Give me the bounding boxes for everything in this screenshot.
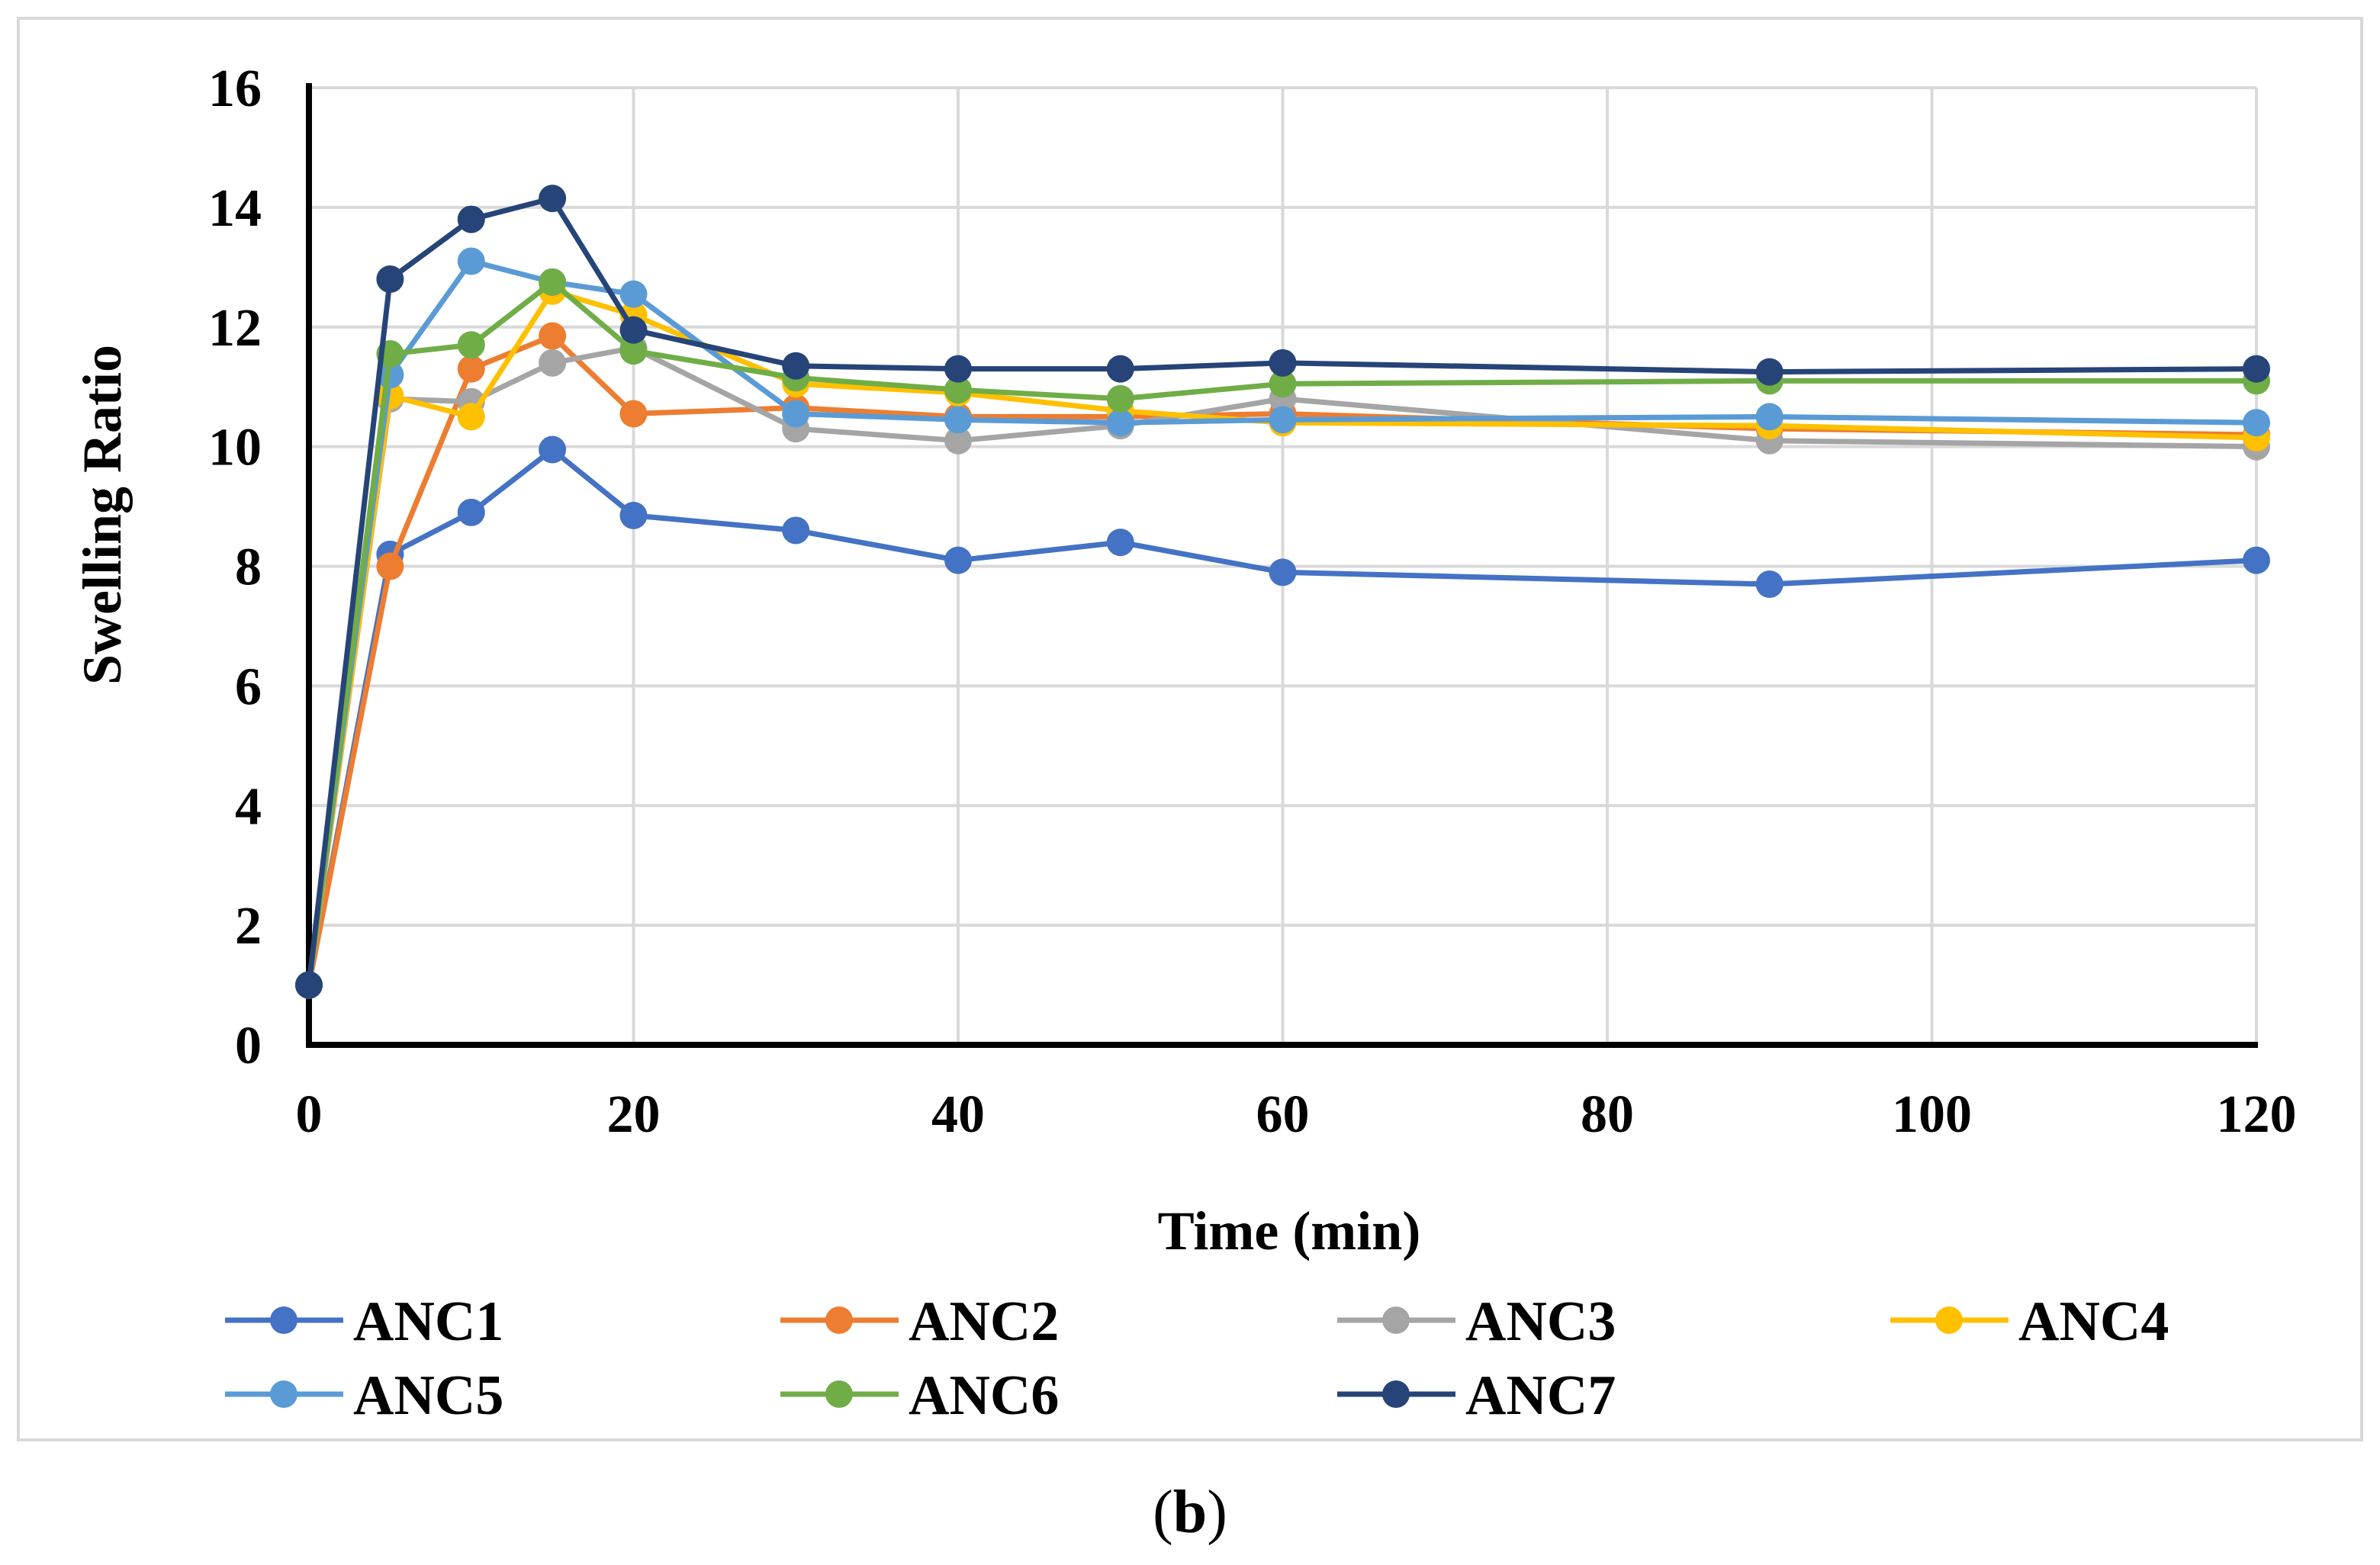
y-tick-label-16: 16	[208, 59, 262, 118]
legend-swatch-marker	[825, 1380, 853, 1408]
data-point-anc1-10	[457, 498, 485, 526]
x-axis-title: Time (min)	[1158, 1200, 1421, 1261]
x-tick-label-120: 120	[2217, 1085, 2297, 1144]
data-point-anc5-60	[1269, 406, 1297, 434]
data-point-anc7-15	[539, 185, 567, 213]
data-point-anc7-60	[1269, 349, 1297, 377]
data-point-anc4-10	[457, 403, 485, 431]
legend-item-anc3: ANC3	[1337, 1290, 1616, 1353]
data-point-anc7-10	[457, 205, 485, 233]
y-axis-title: Swelling Ratio	[72, 345, 133, 685]
legend-label: ANC4	[2018, 1290, 2169, 1353]
data-point-anc5-30	[782, 400, 810, 428]
data-point-anc6-10	[457, 331, 485, 359]
legend-label: ANC5	[353, 1364, 503, 1427]
data-point-anc7-50	[1106, 355, 1134, 383]
legend-swatch-marker	[270, 1380, 298, 1408]
legend-item-anc5: ANC5	[225, 1364, 503, 1427]
data-point-anc6-40	[944, 376, 972, 404]
caption-letter: b	[1172, 1479, 1208, 1546]
x-tick-label-20: 20	[607, 1085, 661, 1144]
data-point-anc1-60	[1269, 558, 1297, 586]
data-point-anc7-30	[782, 352, 810, 380]
y-tick-label-12: 12	[208, 299, 262, 358]
data-point-anc5-20	[619, 280, 648, 308]
data-point-anc7-5	[376, 265, 404, 293]
legend-label: ANC2	[909, 1290, 1059, 1353]
data-point-anc1-20	[619, 501, 648, 529]
legend-item-anc6: ANC6	[780, 1364, 1059, 1427]
x-tick-label-0: 0	[296, 1085, 323, 1144]
data-point-anc3-40	[944, 426, 972, 455]
data-point-anc7-0	[295, 971, 323, 999]
axes	[306, 83, 2258, 1048]
legend-swatch-marker	[1382, 1380, 1410, 1408]
legend-item-anc7: ANC7	[1337, 1364, 1616, 1427]
legend: ANC1 ANC2 ANC3 ANC4 ANC5 ANC6 ANC7	[225, 1290, 2169, 1427]
data-point-anc5-50	[1106, 409, 1134, 437]
caption-open: (	[1153, 1479, 1173, 1546]
legend-swatch-marker	[1935, 1306, 1963, 1334]
y-tick-label-6: 6	[235, 657, 262, 716]
data-point-anc1-90	[1755, 570, 1783, 599]
data-point-anc2-5	[376, 552, 404, 580]
y-tick-label-8: 8	[235, 538, 262, 597]
data-point-anc2-15	[539, 322, 567, 350]
legend-label: ANC6	[909, 1364, 1059, 1427]
data-point-anc5-5	[376, 361, 404, 389]
legend-swatch-marker	[1382, 1306, 1410, 1334]
legend-swatch-marker	[825, 1306, 853, 1334]
data-point-anc6-20	[619, 337, 648, 365]
x-tick-label-60: 60	[1256, 1085, 1310, 1144]
legend-label: ANC1	[353, 1290, 503, 1353]
data-point-anc7-90	[1755, 358, 1783, 386]
y-tick-label-4: 4	[235, 777, 262, 836]
data-point-anc7-40	[944, 355, 972, 383]
legend-label: ANC3	[1465, 1290, 1616, 1353]
data-point-anc7-20	[619, 316, 648, 344]
legend-item-anc4: ANC4	[1890, 1290, 2169, 1353]
data-point-anc7-120	[2243, 355, 2270, 383]
caption-close: )	[1207, 1479, 1227, 1546]
series-anc7	[295, 185, 2270, 999]
data-point-anc1-30	[782, 516, 810, 545]
data-point-anc1-15	[539, 435, 567, 464]
data-point-anc2-10	[457, 355, 485, 383]
legend-swatch-marker	[270, 1306, 298, 1334]
y-tick-label-10: 10	[208, 419, 262, 477]
data-point-anc1-50	[1106, 529, 1134, 557]
chart-frame	[17, 17, 2363, 1441]
series-group	[295, 185, 2270, 999]
data-point-anc5-10	[457, 247, 485, 275]
y-tick-label-0: 0	[235, 1017, 262, 1075]
data-point-anc1-40	[944, 546, 972, 574]
data-point-anc1-120	[2243, 546, 2270, 574]
data-point-anc2-20	[619, 400, 648, 428]
x-tick-label-100: 100	[1892, 1085, 1972, 1144]
data-point-anc6-50	[1106, 384, 1134, 413]
legend-item-anc2: ANC2	[780, 1290, 1059, 1353]
x-tick-label-40: 40	[931, 1085, 985, 1144]
legend-label: ANC7	[1465, 1364, 1616, 1427]
figure-caption: (b)	[0, 1478, 2380, 1547]
y-tick-label-14: 14	[208, 179, 262, 238]
data-point-anc6-15	[539, 268, 567, 296]
y-tick-label-2: 2	[235, 897, 262, 956]
data-point-anc5-120	[2243, 409, 2270, 437]
data-point-anc5-40	[944, 406, 972, 434]
data-point-anc3-15	[539, 349, 567, 377]
tick-labels: 0 2 4 6 8 10 12 14 16 0 20 40 60 80 100 120	[208, 59, 2297, 1144]
data-point-anc6-60	[1269, 370, 1297, 398]
x-tick-label-80: 80	[1581, 1085, 1634, 1144]
data-point-anc5-90	[1755, 403, 1783, 431]
legend-item-anc1: ANC1	[225, 1290, 503, 1353]
